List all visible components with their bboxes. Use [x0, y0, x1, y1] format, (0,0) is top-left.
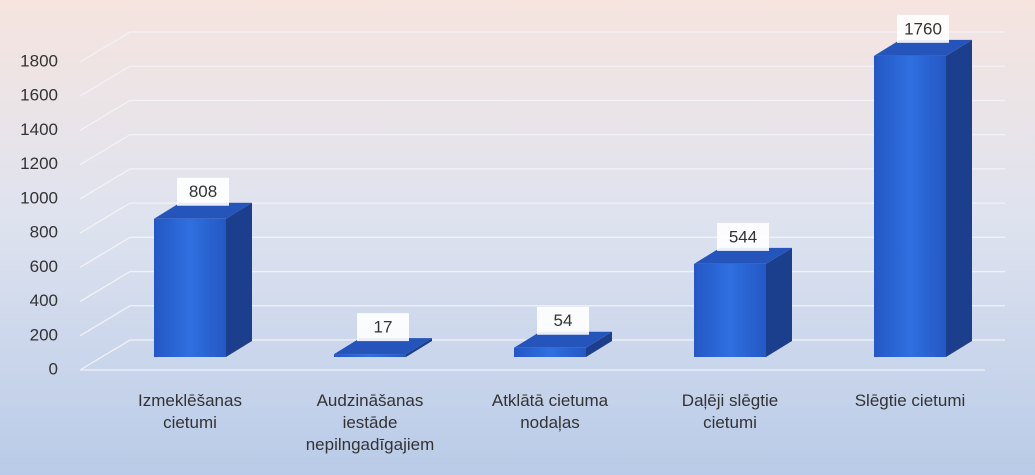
grid-line	[79, 31, 1005, 63]
grid-line	[79, 236, 1005, 268]
grid-line	[79, 202, 1005, 234]
bar-front	[154, 218, 226, 357]
value-label: 544	[729, 227, 757, 246]
bar-top	[334, 338, 432, 355]
bar	[334, 338, 432, 357]
y-tick-label: 1800	[20, 51, 58, 70]
value-label: 54	[554, 311, 573, 330]
bar-side	[226, 202, 252, 357]
x-tick-label: Daļēji slēgtie cietumi	[681, 391, 779, 432]
y-tick-label: 1000	[20, 188, 58, 207]
grid-line	[79, 134, 1005, 166]
bar-top	[514, 331, 612, 348]
y-tick-label: 1400	[20, 120, 58, 139]
bar	[154, 202, 252, 357]
x-tick-label: Slēgtie cietumi	[854, 391, 966, 410]
bar-top	[154, 202, 252, 219]
bar-front	[514, 347, 586, 357]
bar-side	[586, 331, 612, 357]
x-tick-label: Audzināšanas iestāde nepilngadīgajiem	[305, 391, 435, 454]
value-label: 1760	[904, 19, 942, 38]
y-tick-label: 400	[30, 291, 58, 310]
value-label: 17	[374, 318, 393, 337]
bar-front	[874, 55, 946, 357]
bar-front	[694, 263, 766, 357]
y-tick-label: 0	[49, 359, 58, 378]
bar-side	[946, 39, 972, 357]
bar	[694, 247, 792, 357]
y-tick-label: 800	[30, 223, 58, 242]
y-tick-label: 1200	[20, 154, 58, 173]
grid-line	[79, 65, 1005, 97]
bar-top	[694, 247, 792, 264]
y-tick-label: 200	[30, 325, 58, 344]
value-label: 808	[189, 182, 217, 201]
grid-line	[79, 99, 1005, 132]
y-tick-label: 600	[30, 257, 58, 276]
bar	[514, 331, 612, 357]
bar-side	[406, 338, 432, 357]
grid-line	[79, 168, 1005, 200]
bar-side	[766, 247, 792, 357]
value-label-box	[177, 177, 229, 206]
value-label-box	[717, 222, 769, 251]
value-label-box	[357, 313, 409, 342]
bar-top	[874, 39, 972, 56]
x-tick-label: Atklātā cietuma nodaļas	[491, 391, 609, 432]
bar	[874, 39, 972, 357]
bar-front	[334, 354, 406, 357]
value-label-box	[897, 14, 949, 43]
value-label-box	[537, 306, 589, 335]
y-tick-label: 1600	[20, 86, 58, 105]
x-tick-label: Izmeklēšanas cietumi	[138, 391, 242, 432]
